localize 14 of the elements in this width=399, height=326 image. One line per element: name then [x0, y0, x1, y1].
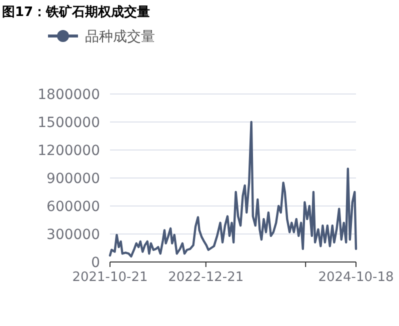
- line-series: [108, 120, 358, 258]
- legend-label: 品种成交量: [85, 29, 155, 45]
- x-tick-label: 2021-10-21: [72, 270, 148, 285]
- y-tick-label: 900000: [46, 171, 100, 187]
- y-tick-label: 0: [91, 255, 100, 271]
- legend: 品种成交量: [48, 29, 155, 45]
- y-tick-label: 1200000: [38, 143, 100, 159]
- y-tick-label: 600000: [46, 199, 100, 215]
- y-tick-label: 300000: [46, 227, 100, 243]
- chart-title: 图17：铁矿石期权成交量: [2, 4, 150, 20]
- x-tick-label: 2024-10-18: [318, 270, 394, 285]
- y-tick-label: 1800000: [38, 87, 100, 103]
- y-tick-label: 1500000: [38, 115, 100, 131]
- x-tick-label: 2022-12-21: [168, 270, 244, 285]
